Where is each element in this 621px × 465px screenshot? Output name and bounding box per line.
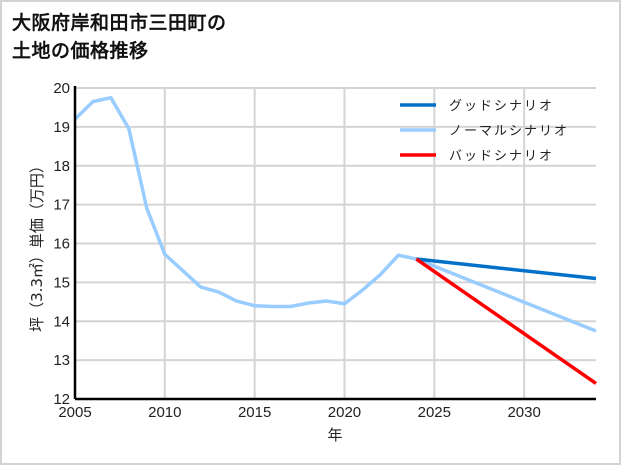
series-lines bbox=[73, 95, 597, 385]
y-tick-label: 18 bbox=[53, 158, 70, 175]
y-tick-label: 14 bbox=[53, 313, 70, 330]
y-axis-label: 坪（3.3㎡）単価（万円） bbox=[28, 158, 46, 332]
chart-title-line-2: 土地の価格推移 bbox=[12, 40, 149, 62]
legend-label: ノーマルシナリオ bbox=[449, 124, 569, 139]
x-tick-label: 2015 bbox=[238, 404, 271, 421]
y-tick-label: 19 bbox=[53, 119, 70, 136]
x-tick-label: 2005 bbox=[58, 404, 91, 421]
legend-label: バッドシナリオ bbox=[449, 149, 554, 164]
x-tick-label: 2010 bbox=[148, 404, 181, 421]
series-line-2 bbox=[415, 257, 597, 385]
axes bbox=[73, 86, 596, 401]
y-tick-label: 20 bbox=[53, 80, 70, 97]
legend-label: グッドシナリオ bbox=[449, 99, 554, 114]
y-tick-label: 16 bbox=[53, 236, 70, 253]
y-tick-label: 13 bbox=[53, 352, 70, 369]
x-tick-label: 2025 bbox=[418, 404, 451, 421]
x-tick-label: 2020 bbox=[328, 404, 361, 421]
x-tick-label: 2030 bbox=[507, 404, 540, 421]
y-tick-label: 15 bbox=[53, 274, 70, 291]
y-tick-label: 17 bbox=[53, 197, 70, 214]
tick-labels: 12 13 14 15 16 17 18 19 20 2005 2010 2015 2020 2025 20… bbox=[53, 80, 541, 421]
y-tick-label: 12 bbox=[53, 391, 70, 408]
series-line-1 bbox=[73, 95, 597, 333]
chart-title: 大阪府岸和田市三田町の 土地の価格推移 bbox=[12, 9, 412, 65]
x-axis-label: 年 bbox=[327, 426, 342, 444]
series-line-0 bbox=[416, 257, 597, 281]
chart-title-line-1: 大阪府岸和田市三田町の bbox=[12, 12, 227, 34]
